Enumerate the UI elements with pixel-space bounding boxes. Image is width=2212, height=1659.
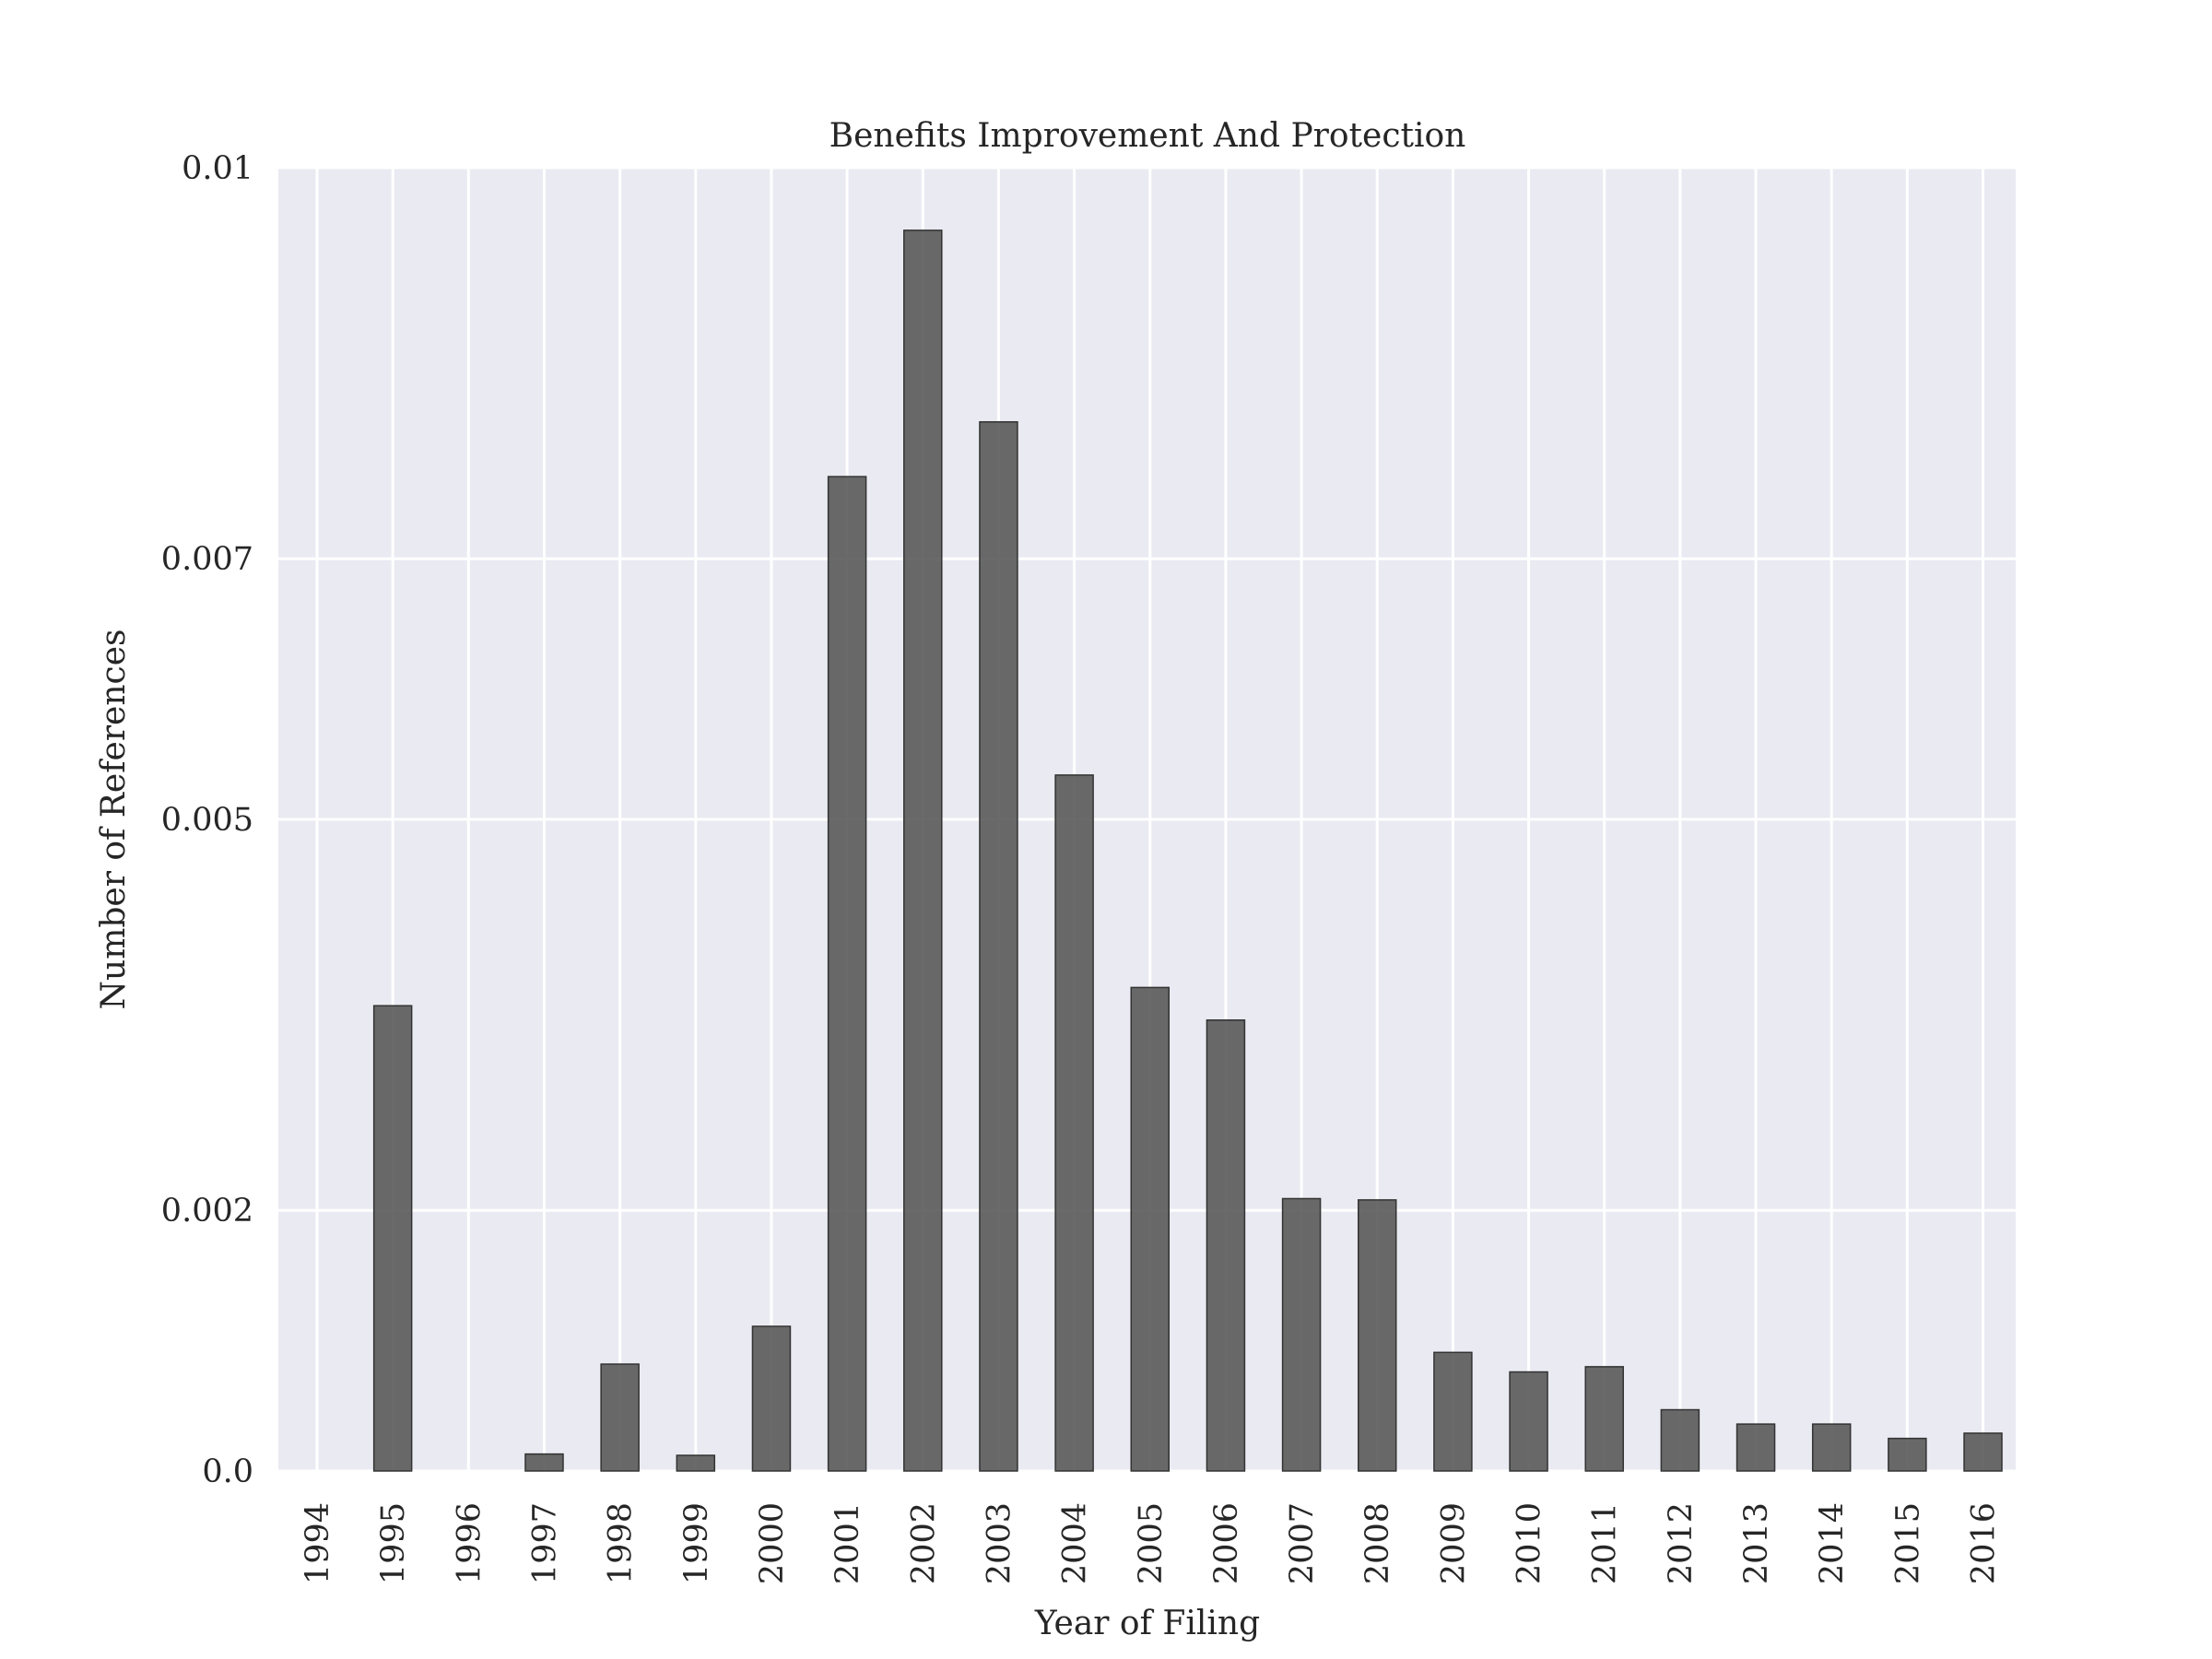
- y-tick-label: 0.005: [161, 802, 253, 839]
- y-tick-labels: 0.0 0.002 0.005 0.007 0.01: [161, 150, 253, 1490]
- x-tick-label: 2000: [754, 1502, 791, 1584]
- x-tick-label: 2015: [1889, 1502, 1926, 1584]
- x-tick-label: 2014: [1814, 1502, 1851, 1584]
- x-tick-label: 2004: [1057, 1502, 1094, 1584]
- bar-1995: [372, 1005, 413, 1472]
- y-axis-label: Number of References: [95, 629, 133, 1010]
- x-tick-label: 2012: [1663, 1502, 1700, 1584]
- x-tick-label: 2001: [830, 1502, 866, 1584]
- bar-2009: [1433, 1351, 1473, 1472]
- x-axis-label: Year of Filing: [1034, 1605, 1260, 1642]
- bar-2010: [1509, 1371, 1548, 1472]
- bar-1997: [524, 1453, 564, 1472]
- x-tick-label: 1995: [375, 1502, 412, 1584]
- chart-title: Benefits Improvement And Protection: [830, 117, 1466, 155]
- bar-2016: [1963, 1432, 2003, 1472]
- bar-2008: [1357, 1199, 1397, 1472]
- bar-2001: [827, 476, 867, 1472]
- bar-2015: [1888, 1437, 1927, 1472]
- x-tick-label: 1997: [526, 1502, 563, 1584]
- bar-2006: [1206, 1019, 1246, 1472]
- x-tick-label: 2009: [1435, 1502, 1472, 1584]
- x-tick-labels: 1994 1995 1996 1997 1998 1999 2000 2001 2002 2003…: [300, 1502, 2003, 1584]
- bar-2000: [751, 1325, 792, 1472]
- x-tick-label: 2006: [1208, 1502, 1245, 1584]
- x-tick-label: 1996: [451, 1502, 488, 1584]
- y-tick-label: 0.01: [182, 150, 253, 187]
- x-tick-label: 1999: [678, 1502, 715, 1584]
- bar-2002: [903, 229, 943, 1472]
- x-tick-label: 2010: [1512, 1502, 1548, 1584]
- bar-1998: [600, 1363, 640, 1472]
- bar-2012: [1660, 1408, 1700, 1472]
- bar-2005: [1130, 986, 1171, 1472]
- bar-2011: [1584, 1366, 1624, 1472]
- x-tick-label: 1994: [300, 1502, 336, 1584]
- x-tick-label: 2008: [1359, 1502, 1396, 1584]
- x-tick-label: 1998: [603, 1502, 640, 1584]
- x-tick-label: 2005: [1133, 1502, 1170, 1584]
- bar-1999: [676, 1454, 716, 1472]
- bar-2013: [1735, 1423, 1776, 1472]
- bar-2007: [1281, 1197, 1322, 1472]
- y-tick-label: 0.007: [161, 541, 253, 578]
- bar-2003: [979, 420, 1018, 1472]
- x-tick-label: 2013: [1738, 1502, 1775, 1584]
- x-tick-label: 2002: [905, 1502, 942, 1584]
- x-tick-label: 2016: [1966, 1502, 2003, 1584]
- y-tick-label: 0.002: [161, 1193, 253, 1230]
- bars: [372, 229, 2003, 1472]
- y-tick-label: 0.0: [202, 1453, 253, 1490]
- x-tick-label: 2003: [981, 1502, 1018, 1584]
- x-tick-label: 2007: [1284, 1502, 1321, 1584]
- bar-2014: [1811, 1423, 1852, 1472]
- bar-2004: [1054, 774, 1094, 1472]
- x-tick-label: 2011: [1587, 1502, 1624, 1584]
